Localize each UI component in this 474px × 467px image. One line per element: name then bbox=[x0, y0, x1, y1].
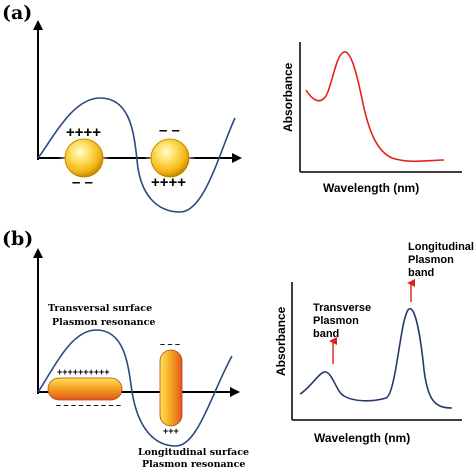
horizontal-rod-top-charges: ++++++++++ bbox=[57, 367, 110, 377]
longitudinal-resonance-note-line1: Longitudinal surface bbox=[138, 447, 249, 458]
panel-a-em-wave bbox=[37, 97, 236, 213]
transverse-resonance-note-line2: Plasmon resonance bbox=[52, 317, 155, 328]
panel-a-xlabel: Wavelength (nm) bbox=[323, 181, 419, 195]
panel-b-schematic: Transversal surface Plasmon resonance ++… bbox=[33, 248, 249, 467]
horizontal-rod-bottom-charges: – – – – – – – – – bbox=[56, 400, 121, 410]
horizontal-gold-nanorod bbox=[47, 377, 123, 401]
transverse-resonance-note-line1: Transversal surface bbox=[48, 303, 152, 314]
panel-a-spectrum-line bbox=[305, 51, 445, 163]
panel-a-schematic: ++++ – – – – ++++ bbox=[33, 20, 242, 213]
vertical-rod-top-charges: – – – bbox=[160, 339, 180, 349]
panel-b-label: (b) bbox=[2, 228, 33, 250]
transverse-band-label-line1: Transverse bbox=[313, 302, 371, 314]
longitudinal-band-label-line2: Plasmon bbox=[408, 254, 454, 266]
panel-b-absorbance-plot: Wavelength (nm) Absorbance Transverse Pl… bbox=[274, 241, 474, 445]
longitudinal-resonance-note-line2: Plasmon resonance bbox=[142, 459, 245, 467]
left-sphere-top-charges: ++++ bbox=[66, 124, 101, 141]
panel-a-absorbance-plot: Wavelength (nm) Absorbance bbox=[281, 42, 462, 195]
panel-a-ylabel: Absorbance bbox=[281, 62, 295, 132]
transverse-band-label-line2: Plasmon bbox=[313, 315, 359, 327]
panel-b-em-wave bbox=[37, 329, 233, 447]
panel-a-label: (a) bbox=[2, 2, 32, 24]
panel-b-ylabel: Absorbance bbox=[274, 306, 288, 376]
panel-b-xlabel: Wavelength (nm) bbox=[314, 431, 410, 445]
longitudinal-band-label-line3: band bbox=[408, 267, 434, 279]
vertical-rod-bottom-charges: +++ bbox=[163, 426, 179, 436]
vertical-gold-nanorod bbox=[159, 349, 183, 427]
longitudinal-band-label-line1: Longitudinal bbox=[408, 241, 474, 253]
right-sphere-top-charges: – – bbox=[159, 122, 180, 139]
left-gold-nanosphere bbox=[64, 138, 104, 178]
right-gold-nanosphere bbox=[150, 138, 190, 178]
transverse-band-label-line3: band bbox=[313, 328, 339, 340]
left-sphere-bottom-charges: – – bbox=[72, 174, 93, 191]
panel-b-spectrum-line bbox=[299, 307, 453, 409]
right-sphere-bottom-charges: ++++ bbox=[151, 174, 186, 191]
